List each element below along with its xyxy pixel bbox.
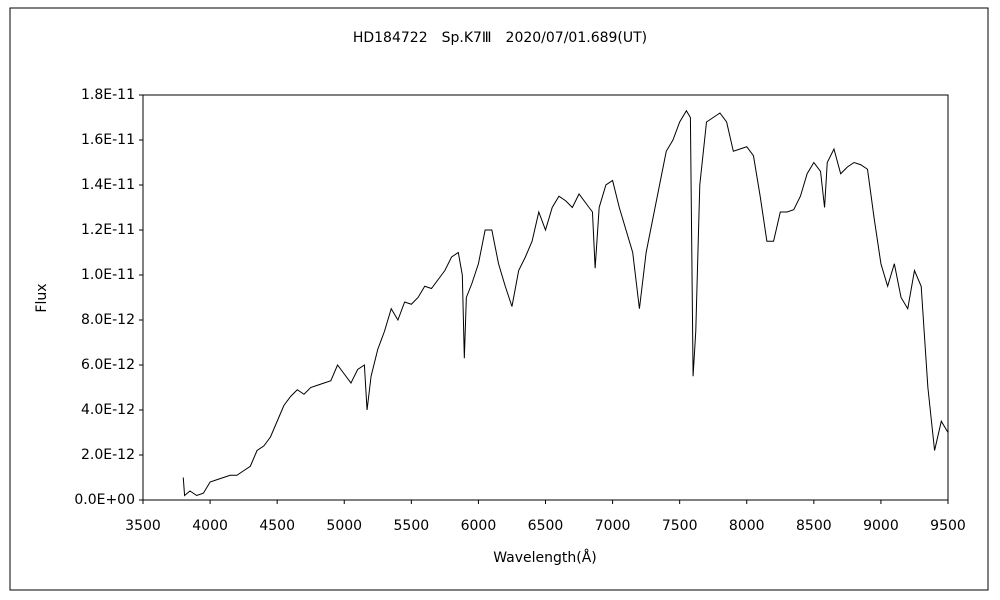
- y-tick-label: 1.2E-11: [81, 222, 135, 238]
- x-tick-label: 6000: [461, 518, 497, 534]
- x-tick-label: 4500: [259, 518, 295, 534]
- spectrum-line: [182, 109, 949, 497]
- frame: [9, 7, 989, 591]
- x-tick-label: 4000: [192, 518, 228, 534]
- chart-title: HD184722 Sp.K7Ⅲ 2020/07/01.689(UT): [353, 30, 647, 46]
- x-tick-label: 8000: [729, 518, 765, 534]
- y-axis-label: Flux: [34, 283, 50, 312]
- y-tick-label: 1.6E-11: [81, 132, 135, 148]
- plot-area: [142, 94, 949, 501]
- x-tick-label: 9000: [863, 518, 899, 534]
- y-tick-label: 0.0E+00: [74, 492, 135, 508]
- x-tick-label: 7500: [662, 518, 698, 534]
- y-tick-label: 4.0E-12: [81, 402, 135, 418]
- x-tick-label: 3500: [125, 518, 161, 534]
- x-tick-label: 5000: [326, 518, 362, 534]
- x-tick-label: 7000: [595, 518, 631, 534]
- x-tick-label: 9500: [930, 518, 966, 534]
- x-tick-label: 8500: [796, 518, 832, 534]
- x-tick-label: 5500: [394, 518, 430, 534]
- y-tick-label: 1.4E-11: [81, 177, 135, 193]
- y-tick-label: 8.0E-12: [81, 312, 135, 328]
- x-tick-label: 6500: [528, 518, 564, 534]
- y-tick-label: 1.0E-11: [81, 267, 135, 283]
- y-tick-label: 1.8E-11: [81, 87, 135, 103]
- y-tick-label: 6.0E-12: [81, 357, 135, 373]
- x-axis-label: Wavelength(Å): [493, 549, 597, 566]
- y-tick-label: 2.0E-12: [81, 447, 135, 463]
